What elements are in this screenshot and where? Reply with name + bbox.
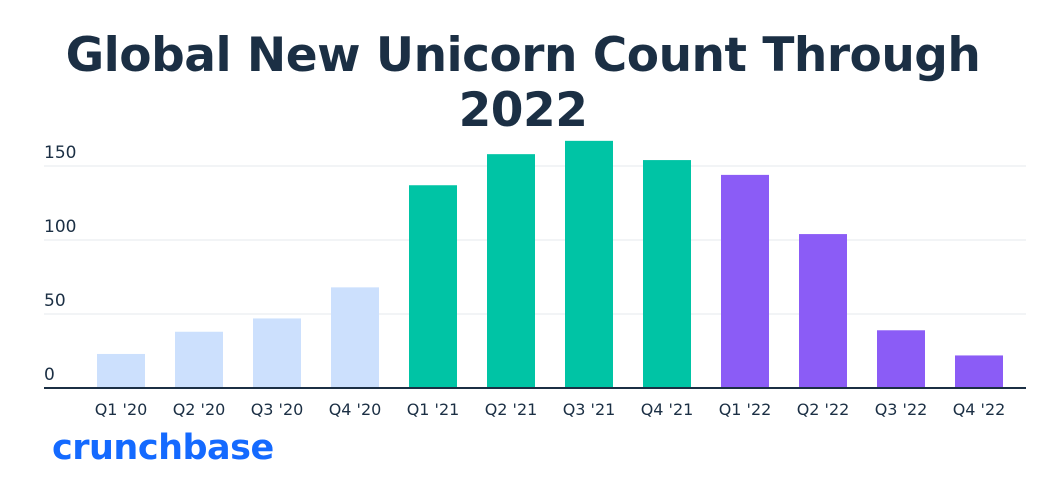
- bars: [97, 140, 1003, 388]
- x-tick-label: Q1 '20: [95, 400, 148, 419]
- bar-chart: 0 50 100 150 Q1 '20 Q2 '20 Q3 '20 Q4 '20 Q1 '21…: [44, 140, 1026, 419]
- x-tick-label: Q3 '22: [875, 400, 928, 419]
- bar: [409, 185, 457, 388]
- y-tick-label: 150: [44, 143, 76, 163]
- bar: [955, 355, 1003, 388]
- y-tick-label: 100: [44, 217, 76, 237]
- x-axis-labels: Q1 '20 Q2 '20 Q3 '20 Q4 '20 Q1 '21 Q2 '21 Q3 '…: [95, 400, 1006, 419]
- bar: [877, 330, 925, 388]
- bar: [721, 174, 769, 388]
- x-tick-label: Q4 '20: [329, 400, 382, 419]
- chart-title: Global New Unicorn Count Through 2022: [65, 28, 981, 138]
- bar: [487, 154, 535, 388]
- y-tick-label: 50: [44, 291, 66, 311]
- x-tick-label: Q2 '20: [173, 400, 226, 419]
- x-tick-label: Q2 '21: [485, 400, 538, 419]
- bar: [643, 160, 691, 388]
- x-tick-label: Q3 '21: [563, 400, 616, 419]
- bar: [175, 331, 223, 388]
- y-axis-ticks: 0 50 100 150: [44, 143, 76, 385]
- bar: [331, 287, 379, 388]
- x-tick-label: Q4 '22: [953, 400, 1006, 419]
- x-tick-label: Q2 '22: [797, 400, 850, 419]
- bar: [565, 140, 613, 388]
- bar: [253, 318, 301, 388]
- y-tick-label: 0: [44, 365, 55, 385]
- crunchbase-logo: crunchbase: [52, 428, 274, 468]
- x-tick-label: Q1 '22: [719, 400, 772, 419]
- bar: [799, 234, 847, 388]
- bar: [97, 353, 145, 388]
- x-tick-label: Q3 '20: [251, 400, 304, 419]
- x-tick-label: Q1 '21: [407, 400, 460, 419]
- x-tick-label: Q4 '21: [641, 400, 694, 419]
